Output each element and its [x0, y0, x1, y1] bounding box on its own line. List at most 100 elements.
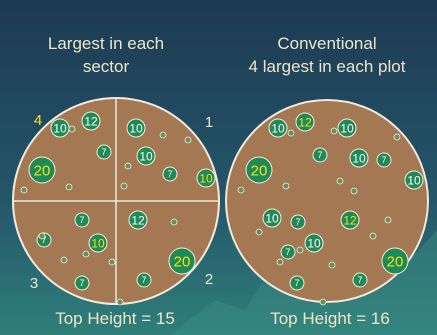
right-tree-6: [376, 152, 392, 168]
left-tree-7: [196, 168, 216, 188]
right-plot-circle: [225, 99, 429, 303]
sector-label-3: 3: [30, 275, 38, 292]
right-tree-label-3: 10: [340, 121, 354, 135]
right-tree-1: [268, 118, 288, 138]
small-stem-23: [296, 246, 304, 254]
left-tree-label-10: 10: [91, 236, 105, 250]
small-stem-8: [60, 256, 68, 264]
right-tree-label-7: 12: [343, 213, 357, 227]
left-tree-8: [128, 210, 148, 230]
small-stem-24: [369, 232, 377, 240]
small-stem-17: [393, 133, 401, 141]
right-tree-label-11: 20: [387, 253, 404, 270]
right-tree-label-12: 7: [285, 247, 290, 257]
small-stem-21: [255, 228, 263, 236]
left-tree-label-0: 10: [53, 121, 67, 135]
small-stem-2: [20, 186, 28, 194]
small-stem-19: [336, 177, 344, 185]
sector-label-1: 1: [205, 114, 213, 131]
right-tree-11: [381, 247, 409, 275]
right-tree-label-14: 7: [357, 275, 362, 285]
left-top-height: Top Height = 15: [55, 309, 175, 328]
small-stem-0: [68, 125, 76, 133]
small-stem-20: [384, 216, 392, 224]
small-stem-16: [330, 127, 338, 135]
right-tree-4: [349, 148, 369, 168]
small-stem-14: [282, 182, 290, 190]
right-tree-5: [312, 147, 328, 163]
left-tree-label-3: 7: [101, 147, 106, 157]
left-tree-label-5: 10: [139, 149, 153, 163]
small-stem-1: [65, 183, 73, 191]
small-stem-25: [319, 298, 327, 306]
left-tree-label-9: 7: [79, 215, 84, 225]
right-tree-12: [280, 244, 296, 260]
left-tree-label-6: 7: [167, 169, 172, 179]
right-tree-9: [290, 214, 306, 230]
left-tree-label-4: 10: [129, 121, 143, 135]
right-tree-label-5: 7: [317, 150, 322, 160]
right-tree-label-2: 20: [251, 162, 268, 179]
right-tree-2: [245, 156, 273, 184]
left-tree-label-12: 7: [41, 235, 46, 245]
left-tree-11: [168, 247, 196, 275]
right-title-line2: 4 largest in each plot: [249, 57, 406, 76]
right-tree-13: [289, 275, 305, 291]
left-tree-10: [88, 233, 108, 253]
sector-label-4: 4: [34, 112, 42, 129]
small-stem-26: [328, 261, 336, 269]
small-stem-4: [184, 136, 192, 144]
right-tree-8: [262, 208, 282, 228]
right-tree-3: [337, 118, 357, 138]
left-tree-5: [136, 146, 156, 166]
left-tree-label-8: 12: [131, 213, 145, 227]
left-tree-13: [74, 275, 90, 291]
left-tree-3: [96, 144, 112, 160]
left-tree-label-14: 7: [141, 275, 146, 285]
left-tree-label-7: 10: [199, 171, 213, 185]
left-tree-label-2: 20: [34, 162, 51, 179]
left-title-line2: sector: [83, 57, 130, 76]
right-tree-10: [304, 233, 324, 253]
small-stem-13: [287, 129, 295, 137]
small-stem-6: [124, 162, 132, 170]
right-tree-label-15: 10: [407, 173, 421, 187]
small-stem-11: [116, 298, 124, 306]
left-tree-6: [162, 166, 178, 182]
right-title-line1: Conventional: [277, 34, 376, 53]
sector-label-2: 2: [205, 271, 213, 288]
right-tree-label-9: 7: [295, 217, 300, 227]
left-tree-2: [28, 156, 56, 184]
small-stem-10: [170, 218, 178, 226]
right-tree-14: [352, 272, 368, 288]
left-tree-9: [74, 212, 90, 228]
left-tree-1: [81, 111, 101, 131]
right-tree-0: [295, 112, 315, 132]
left-title-line1: Largest in each: [48, 34, 164, 53]
right-tree-label-13: 7: [294, 278, 299, 288]
small-stem-5: [120, 182, 128, 190]
right-tree-label-8: 10: [265, 211, 279, 225]
right-tree-label-10: 10: [307, 236, 321, 250]
right-tree-15: [404, 170, 424, 190]
right-plot: 12 10 20 10 10 7 7 12 10 7 10 20 7 7 7 10: [225, 99, 429, 303]
right-tree-label-4: 10: [352, 151, 366, 165]
right-top-height: Top Height = 16: [270, 309, 390, 328]
small-stem-22: [276, 258, 284, 266]
right-tree-label-0: 12: [298, 115, 312, 129]
small-stem-7: [38, 232, 46, 240]
right-tree-label-6: 7: [381, 155, 386, 165]
left-tree-label-11: 20: [174, 253, 191, 270]
right-tree-7: [340, 210, 360, 230]
small-stem-9: [82, 250, 90, 258]
right-tree-label-1: 10: [271, 121, 285, 135]
small-stem-18: [350, 187, 358, 195]
left-tree-label-1: 12: [84, 114, 98, 128]
small-stem-3: [159, 131, 167, 139]
left-tree-label-13: 7: [79, 278, 84, 288]
left-tree-4: [126, 118, 146, 138]
left-tree-14: [136, 272, 152, 288]
small-stem-15: [237, 186, 245, 194]
